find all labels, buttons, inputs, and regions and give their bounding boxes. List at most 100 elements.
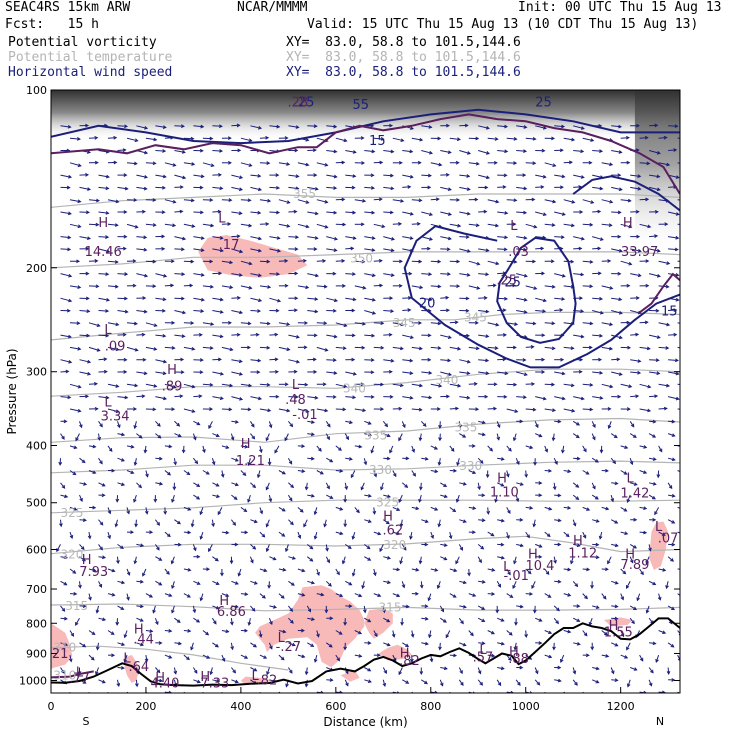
pv-extremum-label: 1.42 (620, 486, 649, 501)
wind-vector-head (282, 567, 287, 572)
wind-vector (269, 297, 281, 302)
wind-vector (516, 396, 526, 398)
wind-vector-head (200, 124, 205, 129)
wind-vector-head (664, 222, 669, 227)
wind-vector-head (305, 409, 310, 413)
wind-vector (440, 494, 448, 498)
wind-vector (259, 285, 271, 288)
wind-vector (326, 297, 338, 302)
wind-vector (79, 482, 87, 485)
wind-vector-head (551, 346, 556, 351)
wind-vector-head (199, 210, 204, 215)
wind-vector (554, 371, 565, 375)
wind-vector-head (133, 198, 138, 202)
wind-vector-head (301, 444, 306, 449)
wind-vector-head (323, 321, 328, 326)
wind-vector-head (345, 436, 349, 441)
wind-vector-head (343, 323, 348, 328)
wind-vector-head (561, 449, 565, 454)
wind-vector (269, 236, 280, 239)
wind-vector (354, 408, 366, 412)
wind-vector (573, 642, 580, 645)
wind-vector-head (123, 357, 128, 362)
wind-vector-head (614, 481, 619, 486)
wind-vector-head (225, 445, 230, 449)
wind-vector (335, 630, 343, 635)
wind-vector-head (305, 162, 310, 167)
wind-vector-head (237, 572, 242, 577)
wind-vector-head (360, 222, 365, 227)
wind-vector-head (65, 369, 70, 374)
wind-vector (69, 531, 73, 539)
wind-vector-head (191, 384, 196, 389)
wind-vector-head (69, 535, 74, 539)
wind-vector (648, 667, 654, 674)
wind-vector-head (295, 335, 300, 339)
wind-vector-head (229, 260, 234, 265)
wind-vector (250, 273, 261, 277)
wind-vector-head (399, 346, 404, 351)
wind-vector-head (158, 581, 163, 586)
wind-vector-head (233, 496, 238, 500)
wind-vector (164, 445, 172, 448)
wind-vector-head (124, 272, 129, 276)
wind-vector (231, 186, 243, 191)
wind-vector (497, 236, 508, 238)
wind-vector-head (219, 236, 224, 240)
wind-vector-head (228, 198, 233, 202)
wind-vector (535, 236, 546, 239)
wind-vector-head (324, 348, 329, 352)
wind-vector-head (313, 173, 318, 177)
wind-vector-head (301, 469, 306, 473)
wind-vector-head (244, 444, 249, 449)
pv-extremum-label: .21 (48, 647, 69, 662)
wind-vector-head (626, 585, 630, 590)
wind-vector-head (485, 358, 490, 363)
wind-vector (516, 297, 527, 301)
wind-vector (601, 506, 609, 510)
pv-extremum-label: 14.46 (85, 245, 122, 260)
wind-vector (658, 383, 670, 387)
wind-vector (582, 445, 587, 452)
wind-vector (268, 421, 272, 428)
wind-vector-head (310, 494, 315, 498)
wind-vector (221, 408, 232, 410)
wind-vector-head (386, 618, 391, 623)
wind-vector-head (447, 150, 452, 154)
wind-vector-head (350, 246, 355, 251)
wind-vector-head (434, 507, 439, 511)
wind-vector (611, 679, 618, 681)
wind-vector (342, 556, 346, 564)
wind-vector (250, 580, 258, 585)
wind-vector-head (303, 345, 308, 350)
wind-vector-head (585, 694, 588, 697)
wind-vector-head (139, 579, 144, 584)
pv-extremum-label: H (528, 548, 538, 563)
wind-vector (79, 359, 91, 363)
wind-vector-head (78, 584, 82, 589)
wind-vector-head (199, 185, 204, 190)
wind-vector-head (456, 284, 461, 289)
wind-vector-head (367, 679, 372, 683)
wind-vector (307, 580, 315, 584)
wind-vector (554, 174, 565, 178)
wind-vector-head (624, 531, 629, 535)
wind-vector (459, 396, 470, 399)
wind-vector-head (503, 173, 508, 178)
wind-vector-head (362, 408, 367, 413)
wind-vector (174, 519, 181, 525)
wind-vector-head (159, 678, 164, 683)
wind-vector (307, 617, 315, 621)
wind-vector-head (255, 332, 260, 337)
wind-vector-head (443, 666, 448, 671)
wind-vector (677, 346, 680, 349)
wind-vector-head (503, 394, 508, 399)
wind-vector-head (85, 271, 90, 276)
wind-vector-head (479, 460, 484, 464)
wind-vector-head (599, 333, 604, 338)
wind-vector (326, 359, 336, 361)
wind-vector (69, 199, 81, 203)
wind-vector (592, 310, 604, 314)
wind-vector (364, 617, 371, 623)
wind-vector-head (81, 459, 86, 464)
